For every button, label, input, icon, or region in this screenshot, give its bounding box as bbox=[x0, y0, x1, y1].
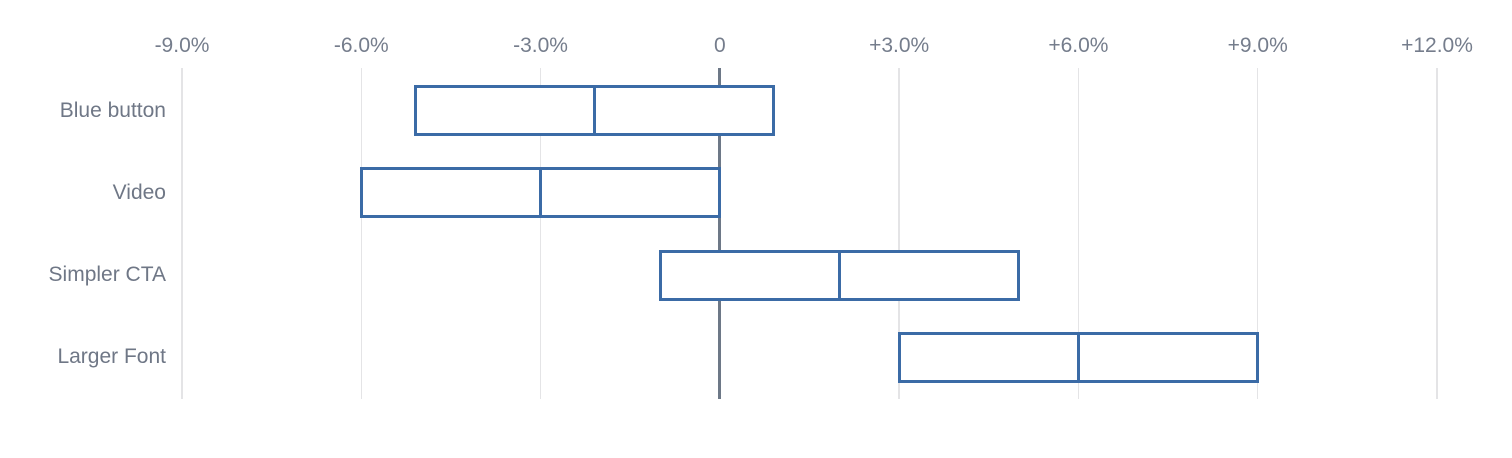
gridline bbox=[360, 68, 363, 399]
zero-gridline bbox=[718, 68, 722, 399]
x-axis-tick-label: +6.0% bbox=[1048, 34, 1109, 57]
gridline bbox=[1077, 68, 1080, 399]
category-label: Larger Font bbox=[57, 345, 166, 369]
category-label: Video bbox=[112, 180, 166, 204]
range-midpoint-divider bbox=[837, 252, 841, 298]
gridline bbox=[1436, 68, 1438, 399]
x-axis-tick-label: +3.0% bbox=[869, 34, 930, 57]
category-label: Simpler CTA bbox=[48, 263, 166, 287]
gridline bbox=[1256, 68, 1259, 399]
range-bar bbox=[897, 331, 1260, 383]
gridline bbox=[181, 68, 183, 399]
x-axis-tick-label: 0 bbox=[714, 34, 726, 57]
range-midpoint-divider bbox=[592, 88, 596, 133]
category-label: Blue button bbox=[59, 98, 166, 122]
x-axis-tick-label: -9.0% bbox=[154, 34, 210, 57]
x-axis-tick-label: -3.0% bbox=[513, 34, 568, 57]
range-midpoint-divider bbox=[539, 170, 543, 216]
gridline bbox=[539, 68, 542, 399]
range-bar bbox=[658, 249, 1021, 301]
range-bar bbox=[413, 85, 776, 136]
range-midpoint-divider bbox=[1076, 334, 1080, 380]
gridline bbox=[898, 68, 900, 399]
x-axis-tick-label: +12.0% bbox=[1401, 34, 1473, 57]
x-axis-tick-label: +9.0% bbox=[1227, 34, 1288, 57]
range-bar bbox=[359, 167, 722, 219]
x-axis-tick-label: -6.0% bbox=[333, 34, 389, 57]
